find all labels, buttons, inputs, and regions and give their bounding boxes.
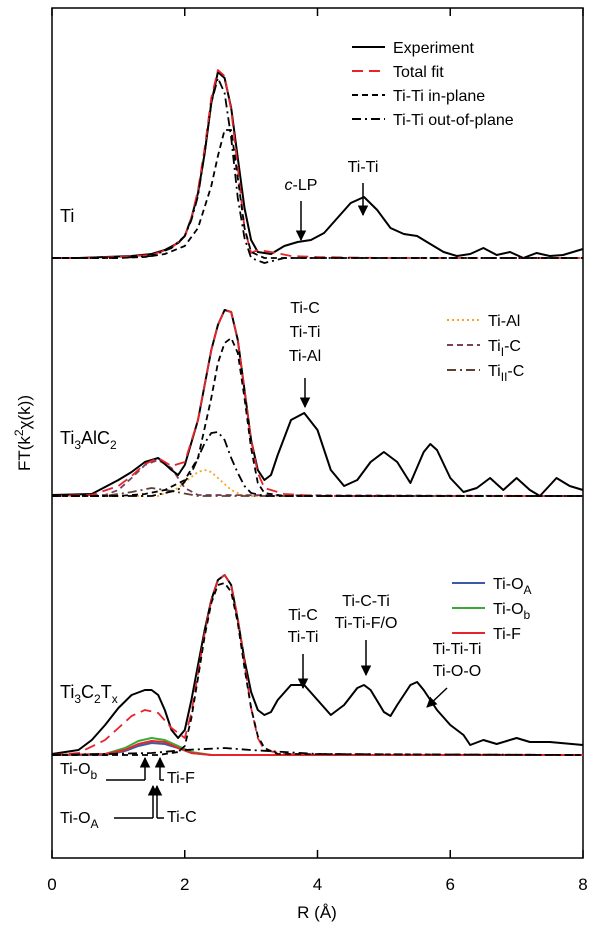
annotation-text-part: b xyxy=(91,768,98,782)
legend-label: Ti-Ob xyxy=(493,601,531,622)
legend-label: Experiment xyxy=(393,40,474,57)
panel-label-part: Ti xyxy=(60,428,74,448)
x-tick-label: 8 xyxy=(578,875,587,894)
x-tick-label: 6 xyxy=(446,875,455,894)
series-line xyxy=(52,71,584,259)
annotation-arrow xyxy=(426,687,448,708)
annotation-text: Ti-OA xyxy=(60,810,99,831)
annotation-text: c-LP xyxy=(285,177,318,194)
series-line xyxy=(52,129,583,259)
series-line xyxy=(51,574,584,755)
x-axis-label: R (Å) xyxy=(297,903,337,922)
series-line xyxy=(51,459,584,497)
panel-label-part: C xyxy=(81,682,94,702)
annotation-text: Ti-C xyxy=(167,809,197,826)
panel-label-part: 3 xyxy=(74,438,81,452)
annotation-text: Ti-Ti-F/O xyxy=(335,615,398,632)
panel-label: Ti3C2Tx xyxy=(60,682,118,706)
legend-label-part: Ti-O xyxy=(493,601,524,618)
annotation-text: Ti-C-Ti xyxy=(342,593,390,610)
annotation-text: Ti-Ti xyxy=(348,159,379,176)
panel-label-part: Ti xyxy=(60,682,74,702)
series-line xyxy=(52,431,583,497)
series-line xyxy=(52,77,583,264)
series-line xyxy=(52,487,583,497)
panel-label: Ti xyxy=(60,206,74,226)
panel-label: Ti3AlC2 xyxy=(60,428,117,452)
annotation-text-part: Ti-O xyxy=(60,761,91,778)
series-line xyxy=(51,740,583,756)
annotation-text-part: A xyxy=(91,817,99,831)
legend-label: Ti-F xyxy=(493,626,521,643)
legend-label: TiII-C xyxy=(488,363,524,384)
x-tick-label: 2 xyxy=(180,875,189,894)
annotation-text: Ti-Ti-Ti xyxy=(433,641,482,658)
legend-label-part: Ti xyxy=(488,363,501,380)
panel-label-part: AlC xyxy=(81,428,110,448)
legend-label-part: -C xyxy=(507,363,524,380)
panel-label-part: 2 xyxy=(110,438,117,452)
series-line xyxy=(51,747,584,756)
legend-label-part: -C xyxy=(504,338,521,355)
y-axis-label-part: FT(k xyxy=(15,436,34,471)
annotation-text: Ti-C xyxy=(290,300,320,317)
y-axis-label: FT(k2χ(k)) xyxy=(12,395,34,471)
legend-label-part: b xyxy=(524,608,531,622)
annotation-text-part: Ti-O xyxy=(60,810,91,827)
series-line xyxy=(52,69,583,259)
annotation-text: Ti-Ob xyxy=(60,761,98,782)
annotation-text: Ti-Al xyxy=(289,348,321,365)
legend-label-part: I xyxy=(501,345,504,359)
series-line xyxy=(51,309,583,497)
annotation-text-part: c xyxy=(285,177,293,194)
panel-label-part: T xyxy=(101,682,112,702)
legend-label: Total fit xyxy=(393,64,444,81)
legend-label: Ti-Ti in-plane xyxy=(393,88,485,105)
annotation-text: Ti-F xyxy=(167,770,195,787)
series-line xyxy=(52,582,584,756)
annotation-text: Ti-Ti xyxy=(288,629,319,646)
panel-label-part: 3 xyxy=(74,692,81,706)
legend-label-part: II xyxy=(501,370,508,384)
y-axis-label-part: 2 xyxy=(12,429,26,436)
series-line xyxy=(51,309,584,497)
legend-label-part: A xyxy=(524,583,532,597)
x-tick-label: 0 xyxy=(47,875,56,894)
x-tick-label: 4 xyxy=(313,875,322,894)
y-axis-label-part: χ(k)) xyxy=(15,395,34,429)
legend-label-part: Ti xyxy=(488,338,501,355)
annotation-text: Ti-C xyxy=(288,607,318,624)
annotation-text: Ti-Ti xyxy=(290,324,321,341)
legend-label: Ti-OA xyxy=(493,576,532,597)
annotation-text-part: -LP xyxy=(293,177,318,194)
legend-label: TiI-C xyxy=(488,338,521,359)
series-line xyxy=(51,574,583,756)
legend-label: Ti-Al xyxy=(488,313,520,330)
legend-label-part: Ti-O xyxy=(493,576,524,593)
legend-label: Ti-Ti out-of-plane xyxy=(393,112,514,129)
panel-label-part: x xyxy=(112,692,118,706)
panel-label-part: 2 xyxy=(94,692,101,706)
annotation-text: Ti-O-O xyxy=(433,663,481,680)
